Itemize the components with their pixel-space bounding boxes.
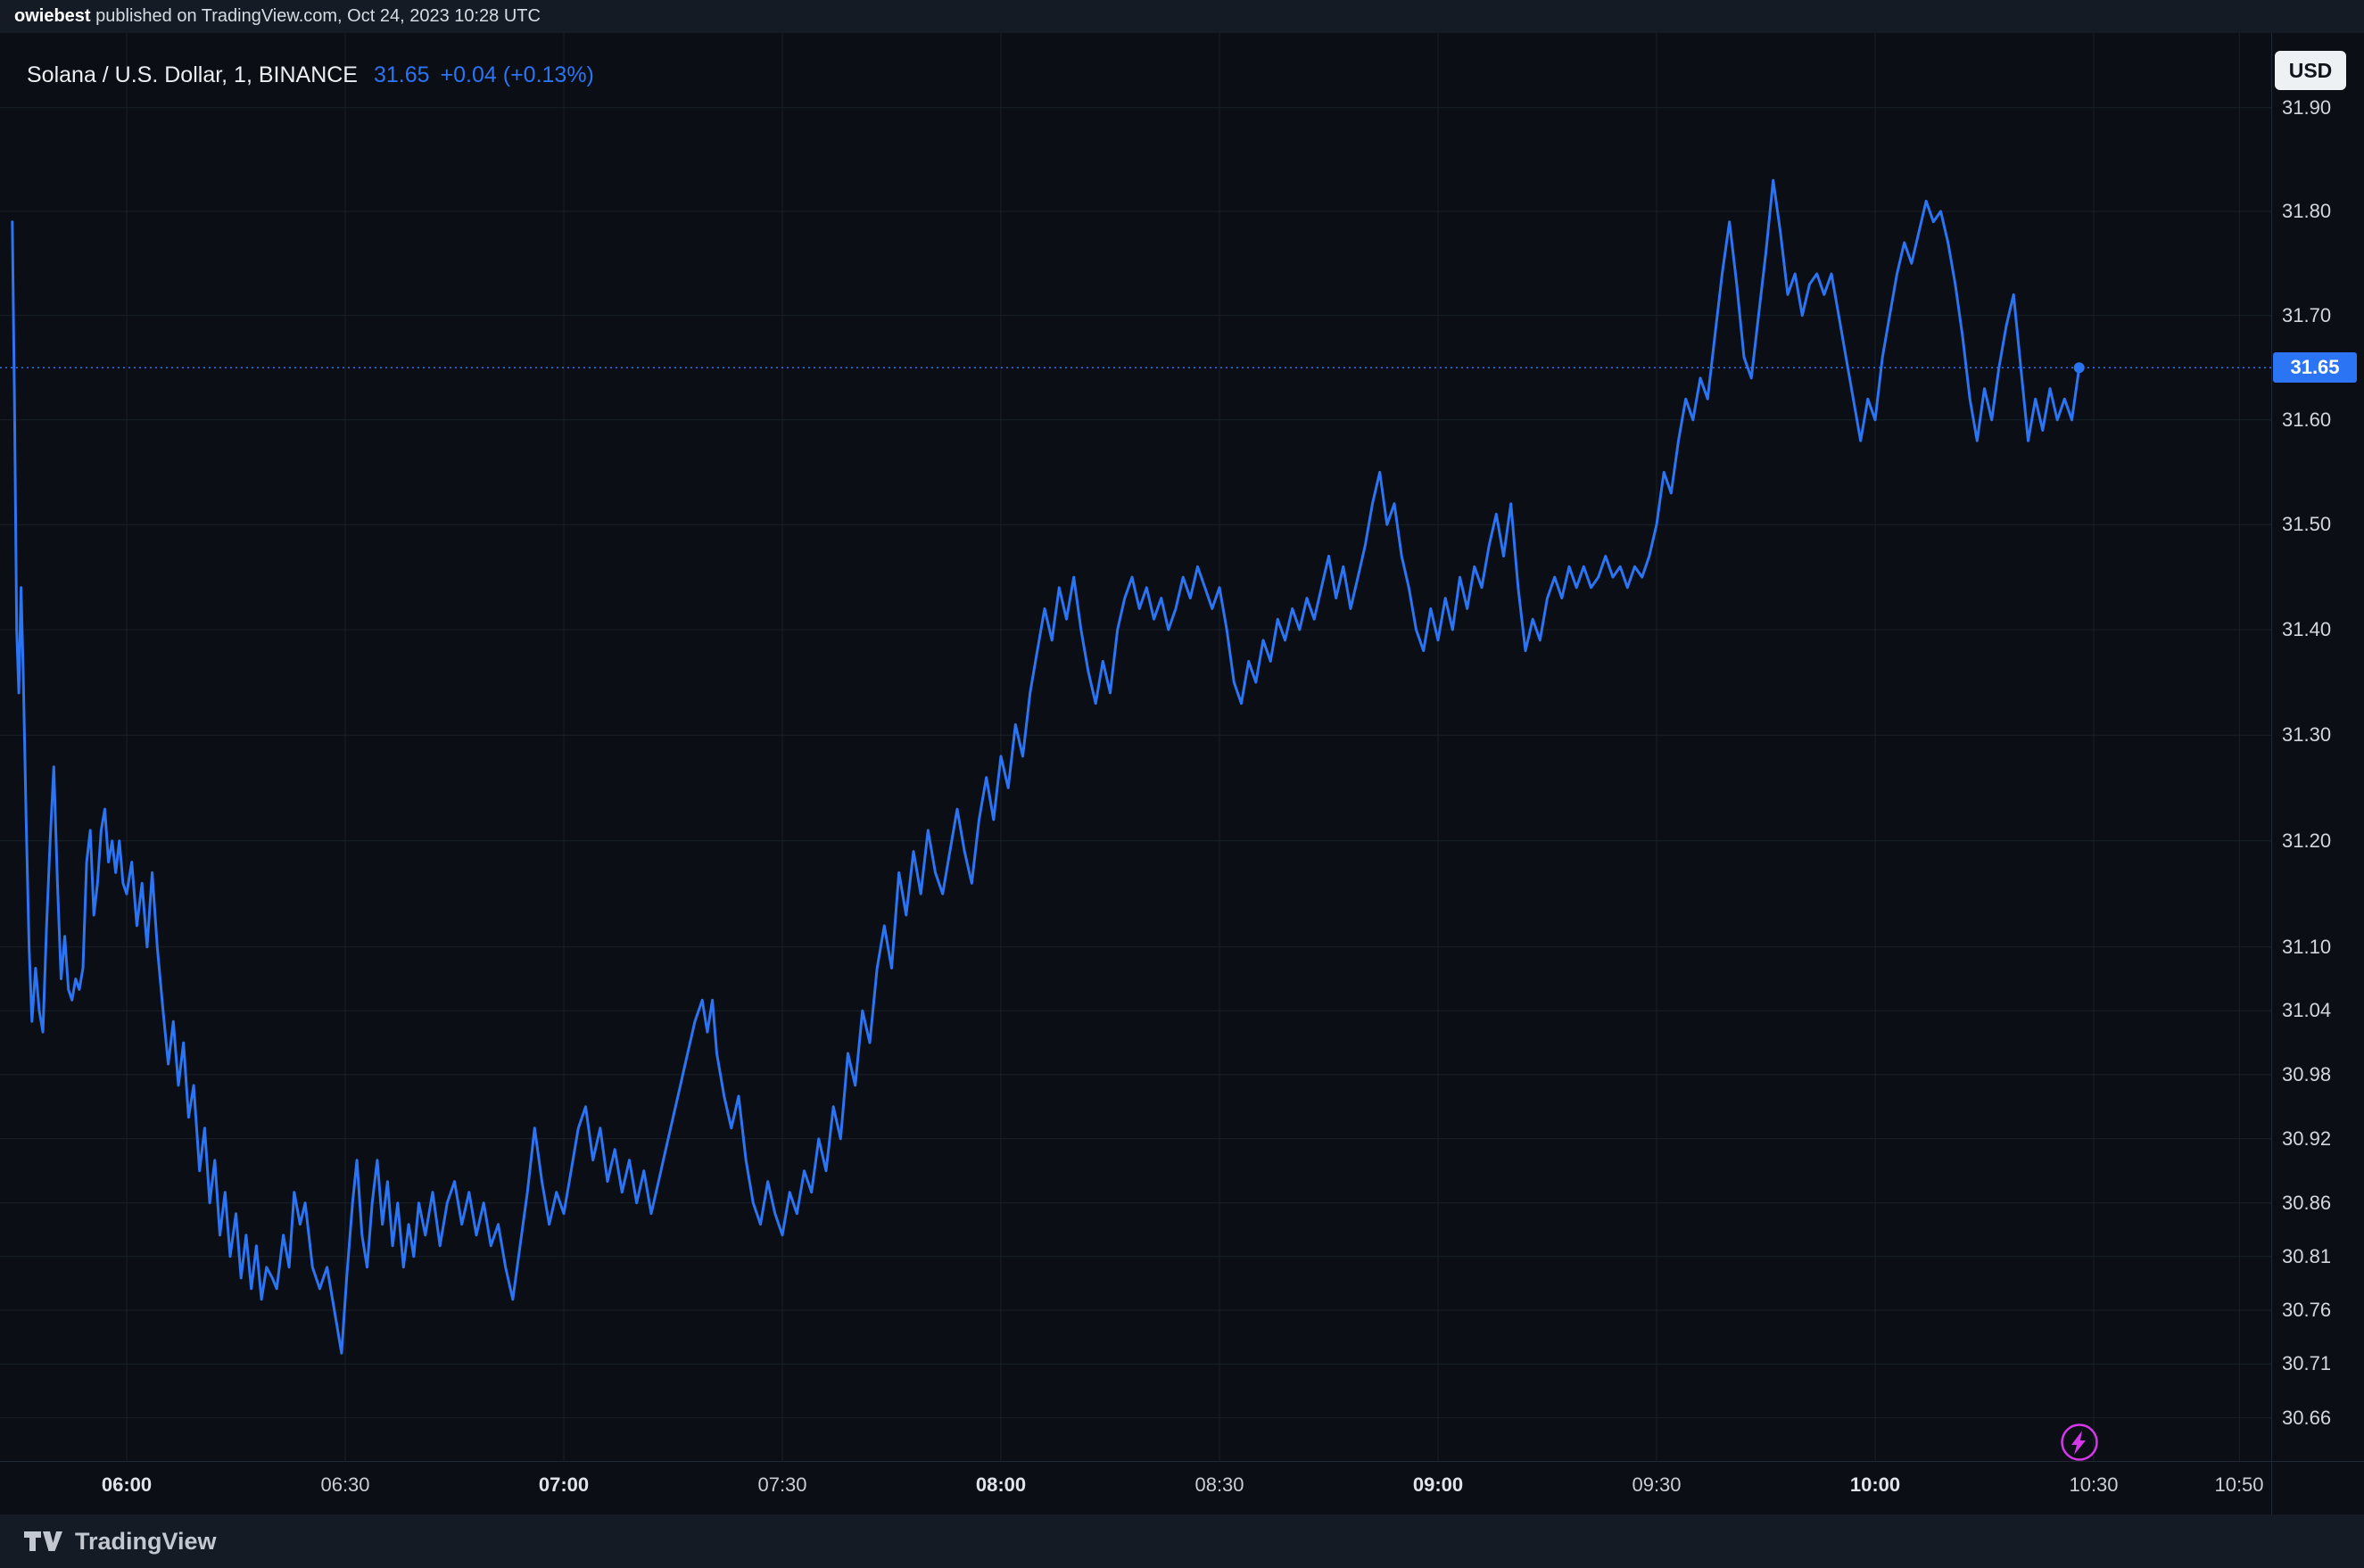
price-axis-label: 31.80 <box>2282 200 2332 222</box>
time-axis-label: 09:00 <box>1412 1473 1464 1496</box>
price-axis-label: 30.81 <box>2282 1245 2332 1267</box>
price-axis-label: 30.98 <box>2282 1063 2332 1085</box>
time-axis-label: 08:00 <box>975 1473 1027 1496</box>
time-axis-label: 10:00 <box>1849 1473 1901 1496</box>
price-axis-label: 31.70 <box>2282 304 2332 326</box>
price-axis-label: 31.20 <box>2282 829 2332 852</box>
attribution-bar: owiebest published on TradingView.com, O… <box>0 0 2364 33</box>
last-price-text: 31.65 <box>373 62 430 87</box>
price-axis-label: 31.10 <box>2282 936 2332 958</box>
tradingview-logo-icon[interactable] <box>23 1526 62 1556</box>
last-price-dot <box>2073 362 2085 374</box>
time-axis-separator <box>0 1461 2364 1462</box>
price-axis-label: 31.04 <box>2282 999 2332 1021</box>
price-axis-separator <box>2271 33 2272 1514</box>
price-line-series <box>11 178 2081 1355</box>
attribution-username: owiebest <box>14 6 91 26</box>
price-axis-label: 30.86 <box>2282 1192 2332 1214</box>
tradingview-wordmark[interactable]: TradingView <box>75 1527 217 1555</box>
time-axis-label: 10:30 <box>2069 1473 2119 1496</box>
time-axis-label: 07:00 <box>538 1473 590 1496</box>
price-axis-label: 31.60 <box>2282 409 2332 431</box>
currency-toggle-button[interactable]: USD <box>2275 51 2346 90</box>
time-axis-label: 08:30 <box>1194 1473 1244 1496</box>
price-axis-label: 30.92 <box>2282 1127 2332 1150</box>
symbol-title[interactable]: Solana / U.S. Dollar, 1, BINANCE <box>27 62 358 87</box>
quote-values: 31.65 +0.04 (+0.13%) <box>374 62 594 88</box>
current-price-badge: 31.65 <box>2273 352 2357 383</box>
time-axis-label: 06:30 <box>320 1473 370 1496</box>
time-axis-label: 10:50 <box>2214 1473 2264 1496</box>
price-axis-label: 30.66 <box>2282 1407 2332 1429</box>
price-axis-label: 30.71 <box>2282 1352 2332 1374</box>
time-axis-label: 09:30 <box>1632 1473 1682 1496</box>
time-axis-label: 07:30 <box>757 1473 807 1496</box>
price-axis-label: 31.30 <box>2282 723 2332 746</box>
attribution-text: published on TradingView.com, Oct 24, 20… <box>90 6 541 26</box>
footer-bar: TradingView <box>0 1514 2364 1568</box>
price-axis-label: 31.40 <box>2282 618 2332 640</box>
flash-icon[interactable] <box>2060 1423 2099 1462</box>
price-change-text: +0.04 (+0.13%) <box>440 62 594 87</box>
price-axis-label: 30.76 <box>2282 1299 2332 1321</box>
symbol-legend[interactable]: Solana / U.S. Dollar, 1, BINANCE 31.65 +0… <box>27 62 594 88</box>
price-axis-label: 31.50 <box>2282 513 2332 535</box>
time-axis-label: 06:00 <box>101 1473 153 1496</box>
price-axis-label: 31.90 <box>2282 96 2332 119</box>
